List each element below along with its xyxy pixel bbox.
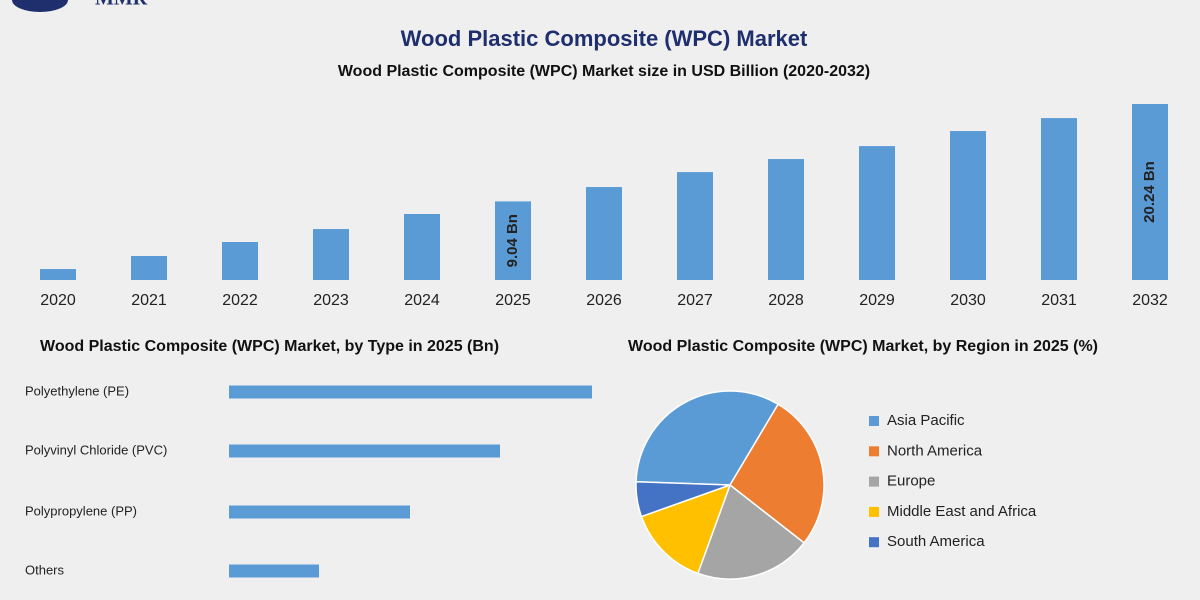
- x-tick-label: 2031: [1041, 292, 1077, 309]
- legend-label: Europe: [887, 473, 935, 490]
- logo-mark: [12, 0, 68, 12]
- bar: [950, 131, 986, 280]
- bar: [229, 385, 592, 399]
- x-tick-label: 2022: [222, 292, 258, 309]
- bar: [404, 214, 440, 280]
- legend-swatch: [869, 506, 879, 517]
- legend-swatch: [869, 537, 879, 548]
- category-label: Polypropylene (PP): [25, 503, 137, 518]
- bar: [768, 159, 804, 280]
- legend-label: Middle East and Africa: [887, 503, 1037, 520]
- bar: [495, 201, 531, 280]
- bar: [229, 564, 319, 578]
- legend-swatch: [869, 446, 879, 457]
- category-label: Polyvinyl Chloride (PVC): [25, 442, 167, 457]
- panel-title: Wood Plastic Composite (WPC) Market, by …: [628, 338, 1098, 355]
- pie-slice: [640, 483, 732, 575]
- legend-swatch: [869, 476, 879, 487]
- panel-title: Wood Plastic Composite (WPC) Market, by …: [40, 338, 499, 355]
- value-label: 20.24 Bn: [1141, 161, 1158, 223]
- bar: [229, 505, 410, 519]
- x-tick-label: 2028: [768, 292, 804, 309]
- x-tick-label: 2023: [313, 292, 349, 309]
- x-tick-label: 2021: [131, 292, 167, 309]
- legend-label: North America: [887, 442, 983, 459]
- chart-subtitle: Wood Plastic Composite (WPC) Market size…: [338, 63, 870, 80]
- bar: [586, 187, 622, 280]
- legend-swatch: [869, 416, 879, 426]
- bar: [229, 444, 500, 458]
- category-label: Polyethylene (PE): [25, 383, 129, 398]
- bar: [40, 269, 76, 280]
- x-tick-label: 2027: [677, 292, 713, 309]
- logo: MMR: [95, 0, 148, 10]
- bar: [859, 146, 895, 280]
- x-tick-label: 2030: [950, 292, 986, 309]
- legend-label: South America: [887, 533, 985, 550]
- legend-label: Asia Pacific: [887, 412, 965, 429]
- x-tick-label: 2025: [495, 292, 531, 309]
- x-tick-label: 2026: [586, 292, 622, 309]
- bar: [1132, 104, 1168, 280]
- pie-slice: [635, 480, 731, 518]
- pie-slice: [696, 483, 806, 580]
- x-tick-label: 2024: [404, 292, 440, 309]
- bar: [313, 229, 349, 280]
- bar: [677, 172, 713, 280]
- category-label: Others: [25, 562, 65, 577]
- chart-title: Wood Plastic Composite (WPC) Market: [401, 26, 808, 51]
- value-label: 9.04 Bn: [504, 214, 521, 267]
- bar: [1041, 118, 1077, 280]
- pie-slice: [729, 403, 825, 544]
- x-tick-label: 2020: [40, 292, 76, 309]
- x-tick-label: 2029: [859, 292, 895, 309]
- pie-slice: [635, 390, 780, 486]
- bar: [222, 242, 258, 280]
- bar: [131, 256, 167, 280]
- x-tick-label: 2032: [1132, 292, 1168, 309]
